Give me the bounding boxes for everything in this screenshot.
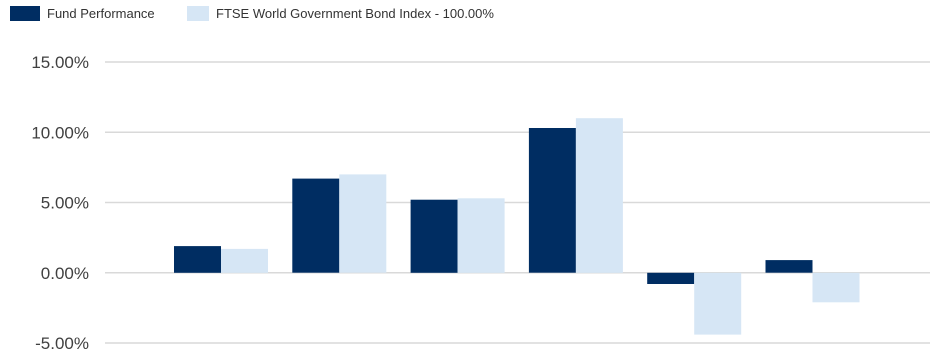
y-tick-label: 10.00% bbox=[31, 123, 89, 142]
bar-fund-2 bbox=[292, 178, 340, 273]
bar-fund-5 bbox=[647, 272, 695, 284]
gridlines bbox=[105, 61, 930, 344]
bar-fund-3 bbox=[410, 199, 458, 273]
legend-label-1: Fund Performance bbox=[47, 6, 155, 21]
bar-index-2 bbox=[339, 174, 387, 273]
legend: Fund Performance FTSE World Government Bo… bbox=[10, 6, 494, 21]
bar-index-5 bbox=[694, 272, 742, 335]
bar-index-1 bbox=[221, 248, 268, 273]
bar-index-3 bbox=[457, 198, 505, 273]
y-tick-label: -5.00% bbox=[35, 334, 89, 353]
legend-swatch-2 bbox=[187, 6, 209, 21]
y-tick-label: 15.00% bbox=[31, 53, 89, 72]
legend-swatch-1 bbox=[10, 6, 40, 21]
bar-fund-6 bbox=[765, 260, 813, 273]
y-axis: 15.00% 10.00% 5.00% 0.00% -5.00% bbox=[31, 53, 89, 353]
bar-index-6 bbox=[812, 272, 860, 303]
legend-label-2: FTSE World Government Bond Index - 100.0… bbox=[216, 6, 494, 21]
y-tick-label: 5.00% bbox=[41, 194, 89, 213]
y-tick-label: 0.00% bbox=[41, 264, 89, 283]
bar-fund-1 bbox=[174, 246, 221, 273]
bar-index-4 bbox=[575, 118, 623, 273]
bar-fund-4 bbox=[528, 128, 576, 273]
bars bbox=[174, 118, 860, 335]
